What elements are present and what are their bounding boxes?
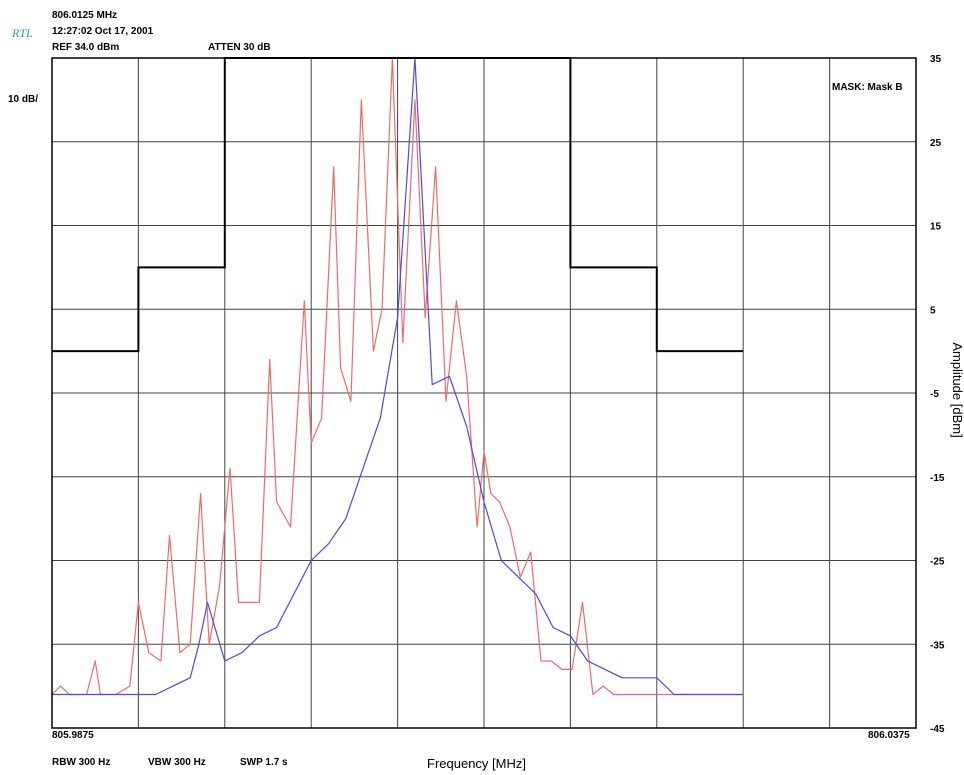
- y-tick-label: 5: [930, 305, 936, 316]
- date-time: 12:27:02 Oct 17, 2001: [52, 26, 154, 37]
- reference-level: REF 34.0 dBm: [52, 42, 119, 53]
- x-end-label: 806.0375: [868, 730, 910, 741]
- y-tick-label: -45: [930, 724, 945, 735]
- y-tick-labels: 35 25 15 5 -5 -15 -25 -35 -45: [930, 54, 945, 735]
- y-tick-label: 25: [930, 138, 942, 149]
- plot-frame: [51, 57, 917, 729]
- vbw-setting: VBW 300 Hz: [148, 757, 206, 768]
- scale-per-division: 10 dB/: [8, 94, 38, 105]
- rbw-setting: RBW 300 Hz: [52, 757, 110, 768]
- attenuation: ATTEN 30 dB: [208, 42, 271, 53]
- y-tick-label: -15: [930, 473, 945, 484]
- y-tick-label: -35: [930, 640, 945, 651]
- y-tick-label: -5: [930, 389, 939, 400]
- sweep-time: SWP 1.7 s: [240, 757, 288, 768]
- x-start-label: 805.9875: [52, 730, 94, 741]
- rtl-logo: RTL: [11, 26, 33, 40]
- x-axis-label: Frequency [MHz]: [427, 756, 526, 771]
- y-axis-label: Amplitude [dBm]: [950, 342, 964, 437]
- mask-name: MASK: Mask B: [832, 82, 903, 93]
- center-frequency: 806.0125 MHz: [52, 10, 117, 21]
- y-tick-label: 35: [930, 54, 942, 65]
- grid: [52, 58, 916, 728]
- y-tick-label: 15: [930, 222, 942, 233]
- y-tick-label: -25: [930, 557, 945, 568]
- red-trace-line: [51, 57, 744, 696]
